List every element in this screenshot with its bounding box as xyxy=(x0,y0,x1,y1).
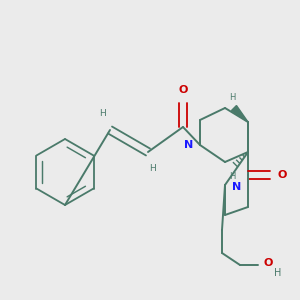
Text: H: H xyxy=(274,268,281,278)
Text: H: H xyxy=(229,93,235,102)
Text: N: N xyxy=(184,140,193,150)
Text: H: H xyxy=(100,109,106,118)
Text: N: N xyxy=(232,182,241,192)
Polygon shape xyxy=(232,106,248,122)
Text: O: O xyxy=(263,258,272,268)
Text: O: O xyxy=(278,170,287,180)
Text: O: O xyxy=(178,85,188,95)
Text: H: H xyxy=(229,172,235,181)
Text: H: H xyxy=(148,164,155,173)
